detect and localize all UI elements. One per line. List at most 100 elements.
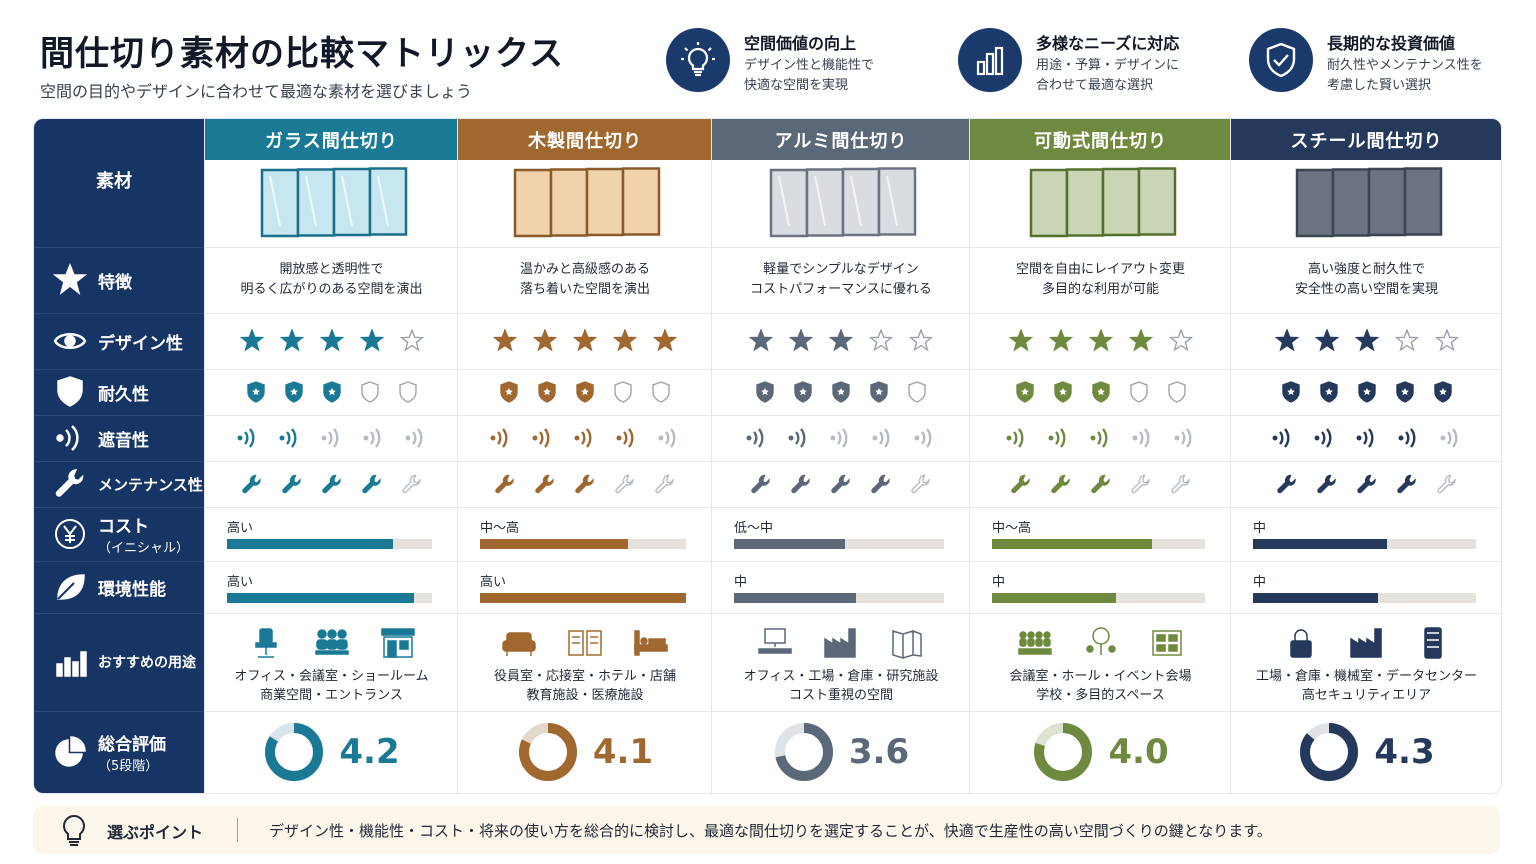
- shield-icon: [1058, 388, 1067, 396]
- star-icon: [573, 329, 597, 352]
- feature-description: 温かみと高級感のある 落ち着いた空間を演出: [519, 262, 650, 297]
- feature-title: 多様なニーズに対応: [1036, 34, 1180, 53]
- shield-icon: [761, 388, 769, 396]
- sound-wave-icon: [1185, 428, 1191, 448]
- overall-score: 4.1: [458, 711, 712, 793]
- sound-wave-icon: [502, 428, 508, 448]
- wrench-icon: [1316, 474, 1336, 494]
- sound-rating: [712, 415, 970, 461]
- row-grid-line: [204, 247, 1501, 248]
- maintenance-rating: [712, 461, 970, 507]
- score-donut: [518, 723, 577, 781]
- row-divider: [34, 461, 204, 462]
- sound-wave-icon: [532, 435, 538, 441]
- sound-wave-icon: [1278, 431, 1283, 445]
- star-icon: [1048, 329, 1073, 352]
- feature-title: 空間価値の向上: [744, 34, 857, 53]
- row-label-maintenance: メンテナンス性: [34, 461, 204, 507]
- star-icon: [319, 329, 344, 352]
- partition-panel: [1137, 166, 1176, 236]
- env-bar-cell: 中: [712, 561, 970, 613]
- donut-fill: [1034, 723, 1093, 781]
- row-label-uses: おすすめの用途: [34, 613, 204, 711]
- score-value: 4.3: [1374, 732, 1435, 772]
- sound-wave-icon: [327, 431, 332, 445]
- overall-score: 3.6: [712, 711, 970, 793]
- sound-wave-icon: [1398, 435, 1403, 441]
- material-column: 木製間仕切り 温かみと高級感のある 落ち着いた空間を演出 中〜高 高い 役員室・応接室・…: [457, 119, 712, 793]
- shield-icon: [794, 381, 812, 403]
- sound-wave-icon: [490, 435, 496, 441]
- partition-panel: [513, 168, 553, 237]
- wrench-icon: [1010, 474, 1030, 494]
- shield-icon: [284, 381, 303, 403]
- wrench-icon: [401, 474, 421, 494]
- sound-wave-icon: [1367, 428, 1373, 448]
- row-divider: [34, 507, 204, 508]
- shield-icon: [246, 381, 265, 403]
- tip-label: 選ぶポイント: [107, 823, 204, 842]
- sound-wave-icon: [1440, 428, 1457, 448]
- shield-icon: [360, 381, 379, 403]
- sound-rating: [970, 415, 1231, 461]
- shield-icon: [837, 388, 845, 396]
- shield-icon: [505, 388, 513, 396]
- durability-rating: [712, 369, 970, 415]
- wrench-icon: [791, 474, 810, 494]
- eye-icon: [50, 321, 90, 361]
- use-icons: [458, 625, 712, 661]
- shield-icon: [251, 388, 260, 396]
- wrench-icon: [871, 474, 890, 494]
- row-divider: [34, 247, 204, 248]
- cost-level-label: 中〜高: [992, 521, 1032, 536]
- star-icon: [869, 329, 893, 352]
- cost-bar-track: [734, 539, 944, 549]
- shield-icon: [832, 381, 850, 403]
- durability-rating: [970, 369, 1231, 415]
- feature-desc: 耐久性やメンテナンス性を 考慮した賢い選択: [1327, 58, 1483, 93]
- shield-icon: [543, 388, 551, 396]
- star-icon: [869, 329, 893, 352]
- sound-wave-icon: [1404, 431, 1409, 445]
- partition-panel: [549, 167, 589, 237]
- star-icon: [1048, 329, 1073, 352]
- star-icon: [52, 262, 88, 295]
- material-image-cell: [970, 160, 1231, 247]
- star-icon: [533, 329, 557, 352]
- sound-wave-icon: [1101, 428, 1107, 448]
- sound-wave-icon: [497, 431, 502, 445]
- wrench-icon: [1396, 474, 1416, 494]
- row-grid-line: [204, 313, 1501, 314]
- design-rating: [712, 313, 970, 369]
- durability-rating: [205, 369, 458, 415]
- shield-icon: [1091, 381, 1110, 403]
- wrench-icon: [50, 464, 90, 504]
- sound-wave-icon: [1132, 428, 1149, 448]
- wrench-icon: [791, 474, 810, 494]
- row-label-text: 遮音性: [98, 430, 149, 451]
- sound-wave-icon: [1314, 428, 1331, 448]
- wrench-icon: [655, 474, 674, 494]
- sound-wave-icon: [1012, 431, 1017, 445]
- env-level-label: 高い: [227, 575, 254, 590]
- sound-wave-icon: [926, 428, 932, 448]
- wrench-icon: [1090, 474, 1110, 494]
- cost-bar-track: [480, 539, 686, 549]
- row-label-text: デザイン性: [98, 333, 183, 354]
- sound-wave-icon: [321, 435, 326, 441]
- star-icon: [829, 329, 853, 352]
- donut-fill: [774, 723, 833, 781]
- cost-bar-cell: 中〜高: [458, 507, 712, 561]
- partition-panel: [1101, 167, 1140, 236]
- star-icon: [493, 329, 517, 352]
- star-icon: [573, 329, 597, 352]
- use-text: オフィス・会議室・ショールーム 商業空間・エントランス: [234, 669, 429, 703]
- wrench-icon: [1050, 474, 1070, 494]
- sound-wave-icon: [1006, 435, 1011, 441]
- shield-icon: [1433, 381, 1452, 403]
- star-icon: [359, 329, 384, 352]
- row-label-text: コスト （イニシャル）: [98, 512, 189, 556]
- maintenance-rating: [970, 461, 1231, 507]
- bar-chart-icon: [50, 642, 90, 682]
- use-text: 会議室・ホール・イベント会場 学校・多目的スペース: [1009, 669, 1192, 703]
